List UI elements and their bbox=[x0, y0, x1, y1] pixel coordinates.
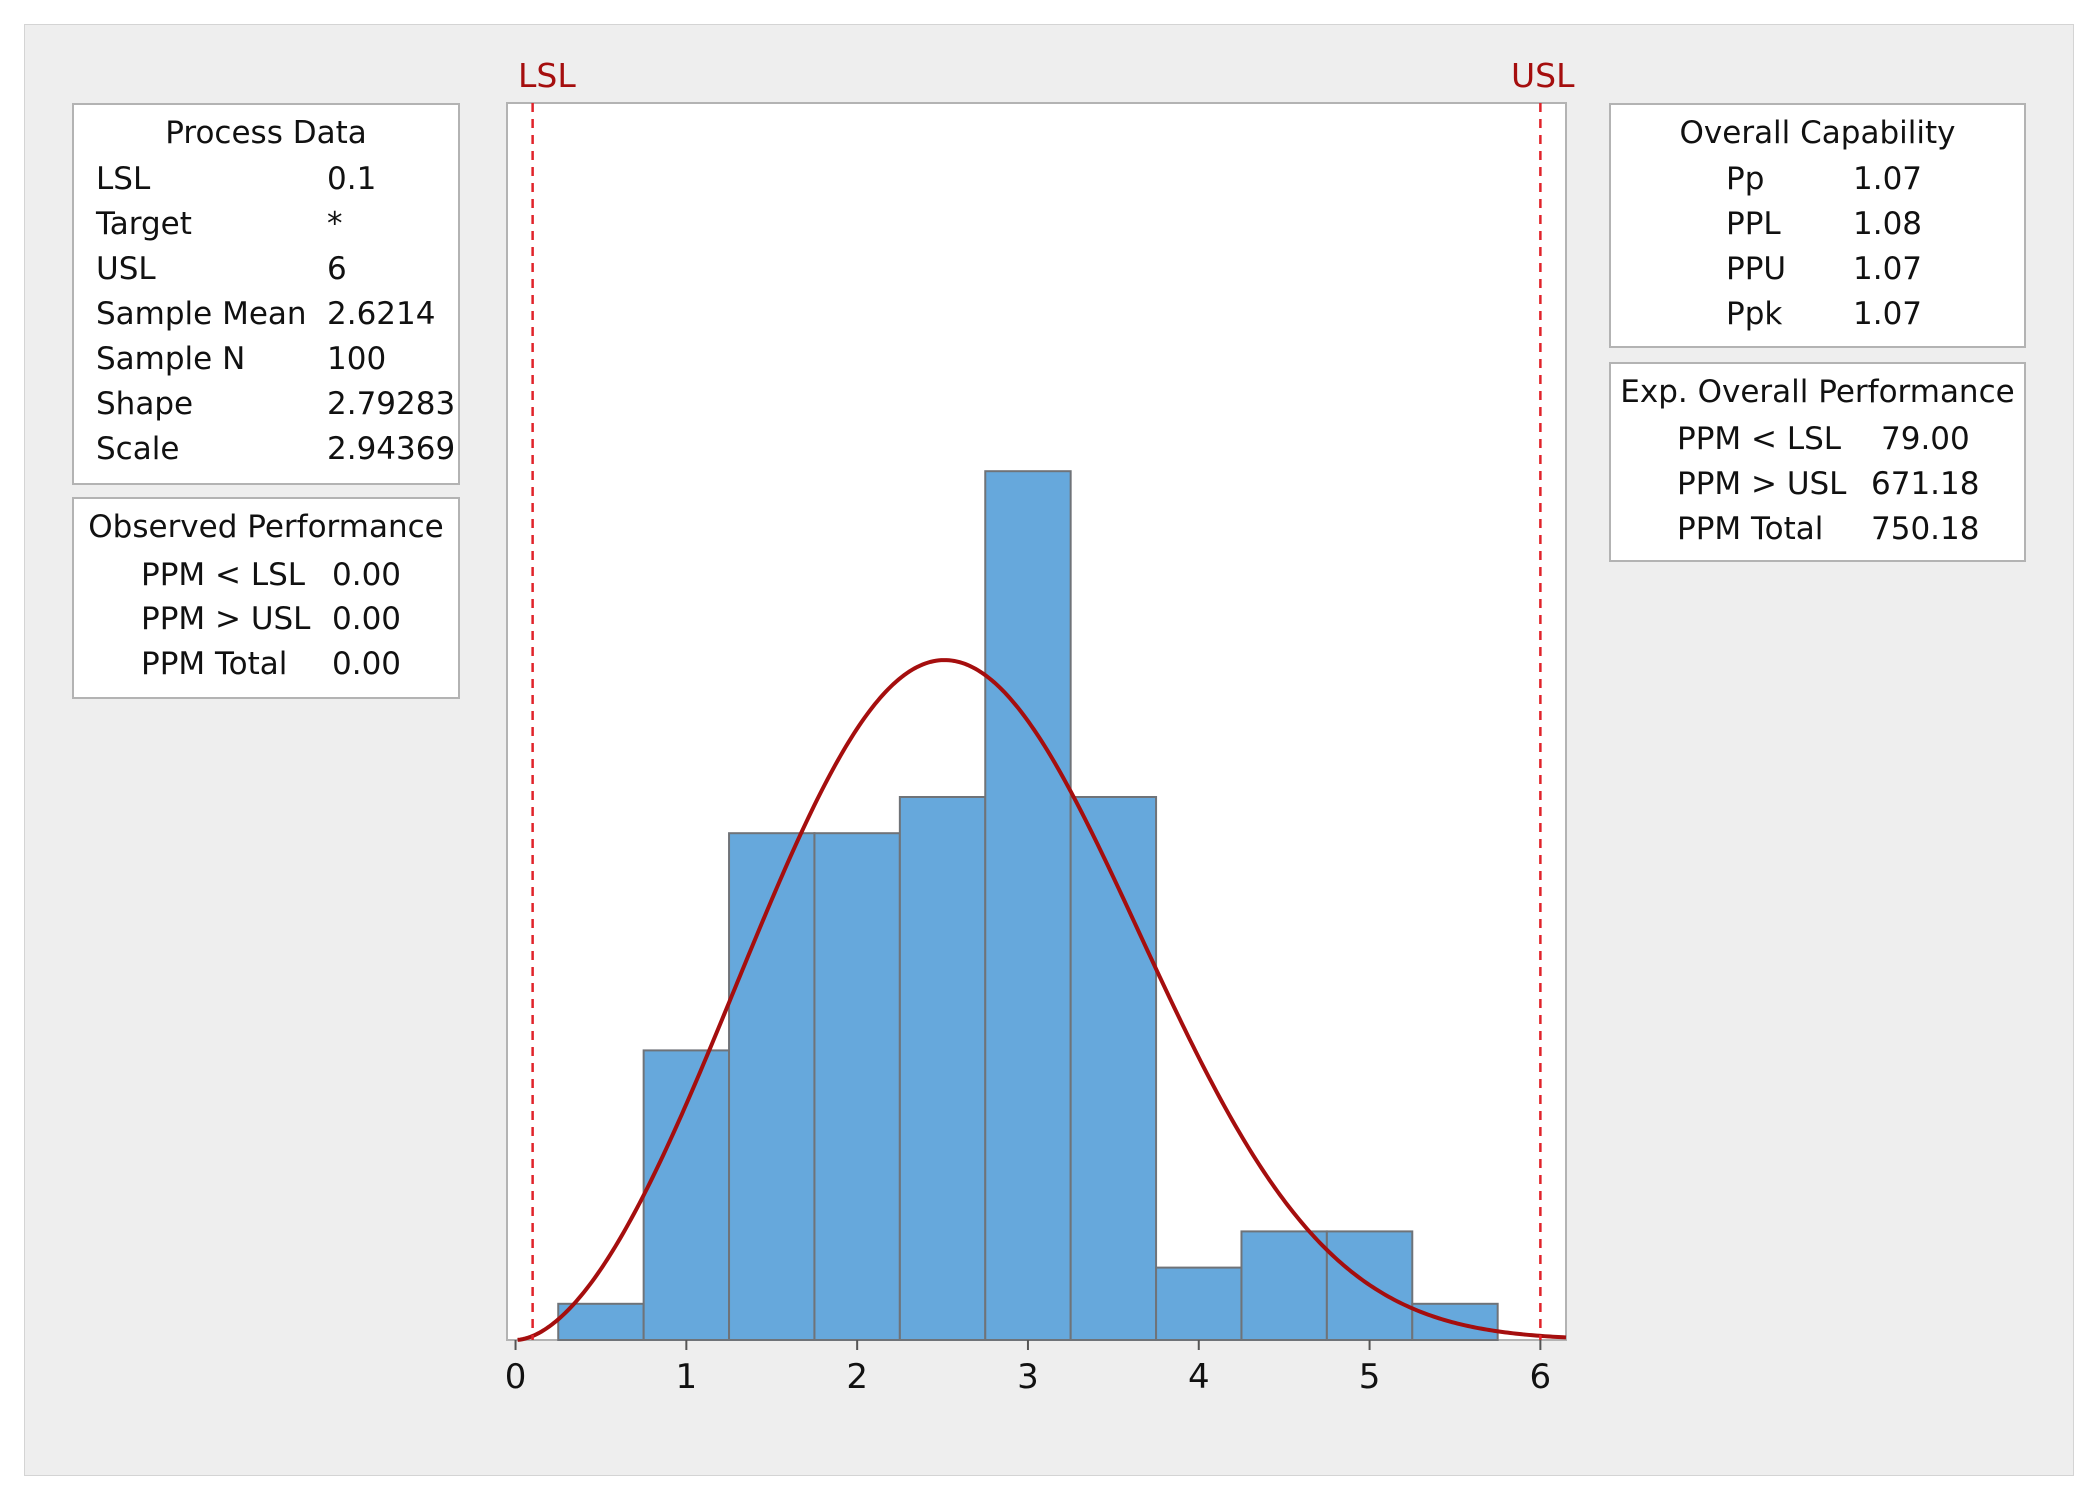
expected-overall-performance-title: Exp. Overall Performance bbox=[1620, 374, 2015, 410]
histogram-bar bbox=[728, 832, 816, 1341]
observed-performance-value: 0.00 bbox=[332, 557, 402, 593]
expected-overall-performance-value: 79.00 bbox=[1881, 421, 1970, 457]
process-data-value: 2.6214 bbox=[327, 296, 436, 332]
weibull-fit-curve bbox=[517, 658, 1567, 1342]
process-data-label: Scale bbox=[96, 431, 180, 467]
observed-performance-value: 0.00 bbox=[332, 601, 402, 637]
overall-capability-value: 1.07 bbox=[1853, 296, 1923, 332]
observed-performance-title: Observed Performance bbox=[88, 509, 444, 545]
process-data-value: * bbox=[327, 206, 343, 242]
overall-capability-value: 1.07 bbox=[1853, 251, 1923, 287]
histogram-bar bbox=[642, 1049, 731, 1342]
observed-performance-label: PPM < LSL bbox=[141, 557, 306, 593]
x-tick-label: 3 bbox=[1017, 1357, 1039, 1397]
x-tick-label: 2 bbox=[846, 1357, 868, 1397]
x-tick-label: 1 bbox=[676, 1357, 698, 1397]
process-data-value: 2.79283 bbox=[327, 386, 456, 422]
observed-performance-label: PPM Total bbox=[141, 646, 288, 682]
process-data-label: Sample N bbox=[96, 341, 246, 377]
process-data-label: Sample Mean bbox=[96, 296, 307, 332]
process-data-panel: Process Data LSL 0.1 Target * USL 6 Samp… bbox=[72, 103, 460, 485]
expected-overall-performance-label: PPM Total bbox=[1677, 511, 1824, 547]
process-data-label: USL bbox=[96, 251, 156, 287]
overall-capability-value: 1.08 bbox=[1853, 206, 1923, 242]
expected-overall-performance-value: 671.18 bbox=[1871, 466, 1980, 502]
expected-overall-performance-label: PPM < LSL bbox=[1677, 421, 1842, 457]
overall-capability-label: PPU bbox=[1726, 251, 1787, 287]
process-data-value: 6 bbox=[327, 251, 347, 287]
observed-performance-label: PPM > USL bbox=[141, 601, 311, 637]
overall-capability-panel: Overall Capability Pp 1.07 PPL 1.08 PPU … bbox=[1609, 103, 2026, 348]
usl-label: USL bbox=[1511, 56, 1575, 95]
histogram-bar bbox=[1155, 1266, 1243, 1341]
histogram-bar bbox=[984, 470, 1072, 1341]
process-data-label: LSL bbox=[96, 161, 151, 197]
overall-capability-label: PPL bbox=[1726, 206, 1781, 242]
histogram-bar bbox=[813, 832, 901, 1341]
process-data-value: 0.1 bbox=[327, 161, 377, 197]
observed-performance-panel: Observed Performance PPM < LSL 0.00 PPM … bbox=[72, 497, 460, 699]
process-data-value: 100 bbox=[327, 341, 387, 377]
process-data-value: 2.94369 bbox=[327, 431, 456, 467]
histogram-bar bbox=[898, 796, 987, 1341]
expected-overall-performance-panel: Exp. Overall Performance PPM < LSL 79.00… bbox=[1609, 362, 2026, 562]
x-tick-label: 4 bbox=[1188, 1357, 1210, 1397]
overall-capability-title: Overall Capability bbox=[1679, 115, 1956, 151]
expected-overall-performance-label: PPM > USL bbox=[1677, 466, 1847, 502]
process-data-label: Shape bbox=[96, 386, 194, 422]
x-tick-label: 6 bbox=[1530, 1357, 1552, 1397]
overall-capability-value: 1.07 bbox=[1853, 161, 1923, 197]
lsl-label: LSL bbox=[518, 56, 576, 95]
x-tick-label: 0 bbox=[505, 1357, 527, 1397]
overall-capability-label: Ppk bbox=[1726, 296, 1783, 332]
process-data-label: Target bbox=[96, 206, 192, 242]
process-data-title: Process Data bbox=[165, 115, 367, 151]
histogram-bar bbox=[1240, 1230, 1328, 1342]
expected-overall-performance-value: 750.18 bbox=[1871, 511, 1980, 547]
observed-performance-value: 0.00 bbox=[332, 646, 402, 682]
histogram-bar bbox=[557, 1302, 645, 1342]
overall-capability-label: Pp bbox=[1726, 161, 1765, 197]
histogram-bar bbox=[1069, 796, 1158, 1341]
x-tick-label: 5 bbox=[1359, 1357, 1381, 1397]
